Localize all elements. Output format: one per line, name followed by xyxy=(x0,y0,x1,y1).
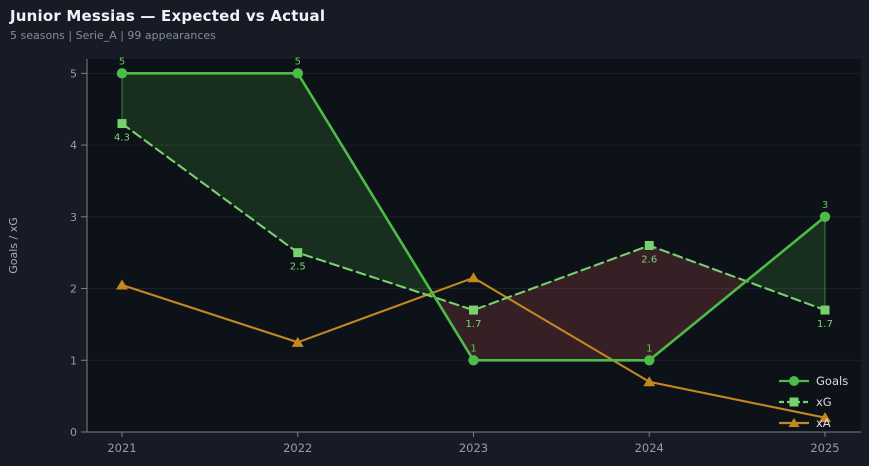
chart-title: Junior Messias — Expected vs Actual xyxy=(10,7,326,25)
series-xg-marker xyxy=(117,119,127,129)
y-axis-title: Goals / xG xyxy=(7,217,20,274)
y-tick-label: 4 xyxy=(70,139,77,152)
plot-area xyxy=(87,59,861,432)
legend-xg-marker-icon xyxy=(789,397,799,407)
chart-header: Junior Messias — Expected vs Actual 5 se… xyxy=(10,7,325,42)
series-xa-marker xyxy=(643,376,656,387)
legend-goals-marker-icon xyxy=(789,376,799,386)
chart-subtitle: 5 seasons | Serie_A | 99 appearances xyxy=(10,29,216,42)
series-goals-point-label: 5 xyxy=(295,56,301,67)
y-tick-label: 2 xyxy=(70,283,77,296)
x-tick-label: 2021 xyxy=(107,441,136,455)
series-goals-marker xyxy=(292,68,303,79)
series-xg-marker xyxy=(469,305,478,315)
x-tick-label: 2025 xyxy=(810,441,839,455)
series-xg-point-label: 1.7 xyxy=(466,319,482,330)
y-tick-label: 3 xyxy=(70,211,77,224)
series-xg-point-label: 1.7 xyxy=(817,319,833,330)
fill-band-negative xyxy=(435,245,747,361)
legend-label: Goals xyxy=(816,374,848,388)
series-goals-point-label: 1 xyxy=(646,343,652,354)
legend-item-xg: xG xyxy=(779,395,832,409)
series-xg-point-label: 2.6 xyxy=(641,255,657,266)
fill-band-positive xyxy=(122,73,436,298)
x-tick-label: 2024 xyxy=(635,441,664,455)
legend-label: xG xyxy=(816,395,832,409)
y-tick-label: 5 xyxy=(70,67,77,80)
series-goals-point-label: 1 xyxy=(470,343,476,354)
x-tick-label: 2022 xyxy=(283,441,312,455)
series-xa-marker xyxy=(116,279,128,290)
series-xa-marker xyxy=(467,272,480,283)
y-tick-label: 1 xyxy=(70,354,77,367)
series-goals-marker xyxy=(644,355,655,366)
y-tick-label: 0 xyxy=(70,426,77,439)
legend-item-goals: Goals xyxy=(779,374,848,388)
series-xa-marker xyxy=(819,412,831,423)
fill-band-positive xyxy=(746,216,825,311)
legend-item-xa: xA xyxy=(779,416,831,430)
series-goals-marker xyxy=(116,68,128,79)
series-goals-marker xyxy=(819,211,831,223)
legend: Goals xG xA xyxy=(779,374,848,430)
x-tick-label: 2023 xyxy=(459,441,488,455)
series-xg-line xyxy=(120,122,827,312)
legend-label: xA xyxy=(816,416,831,430)
series-goals-point-label: 3 xyxy=(822,200,828,211)
series-xg-point-label: 2.5 xyxy=(290,262,306,273)
series-xg-marker xyxy=(644,241,654,250)
series-xg-marker xyxy=(820,305,830,315)
legend-xa-marker-icon xyxy=(788,418,800,427)
series-xg-point-label: 4.3 xyxy=(114,133,130,144)
series-goals-point-label: 5 xyxy=(119,56,125,67)
series-xa-marker xyxy=(291,336,304,347)
series-goals-marker xyxy=(468,355,479,366)
series-xg-marker xyxy=(293,248,303,258)
